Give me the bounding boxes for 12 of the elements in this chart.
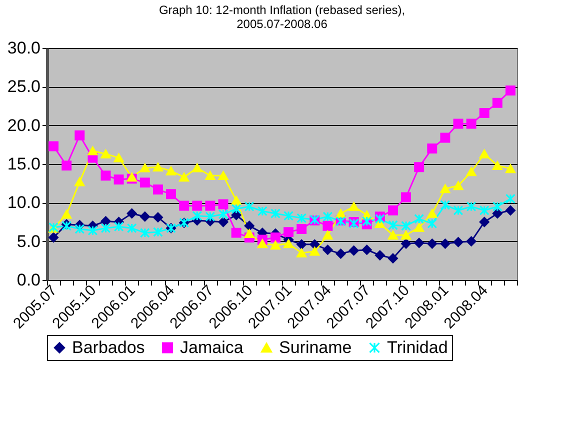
- y-tick-label: 25.0: [7, 77, 40, 96]
- chart-title: Graph 10: 12-month Inflation (rebased series), 2005.07-2008.06: [158, 3, 406, 31]
- y-tick-label: 0.0: [16, 270, 40, 290]
- legend-label: Barbados: [72, 338, 145, 357]
- legend-label: Jamaica: [180, 338, 244, 357]
- y-tick-label: 5.0: [16, 232, 40, 251]
- legend-label: Suriname: [279, 338, 352, 357]
- y-tick-label: 30.0: [7, 38, 40, 58]
- y-tick-label: 15.0: [7, 154, 40, 174]
- legend-label: Trinidad: [387, 338, 448, 357]
- y-tick-label: 20.0: [7, 116, 40, 135]
- y-tick-label: 10.0: [7, 193, 40, 212]
